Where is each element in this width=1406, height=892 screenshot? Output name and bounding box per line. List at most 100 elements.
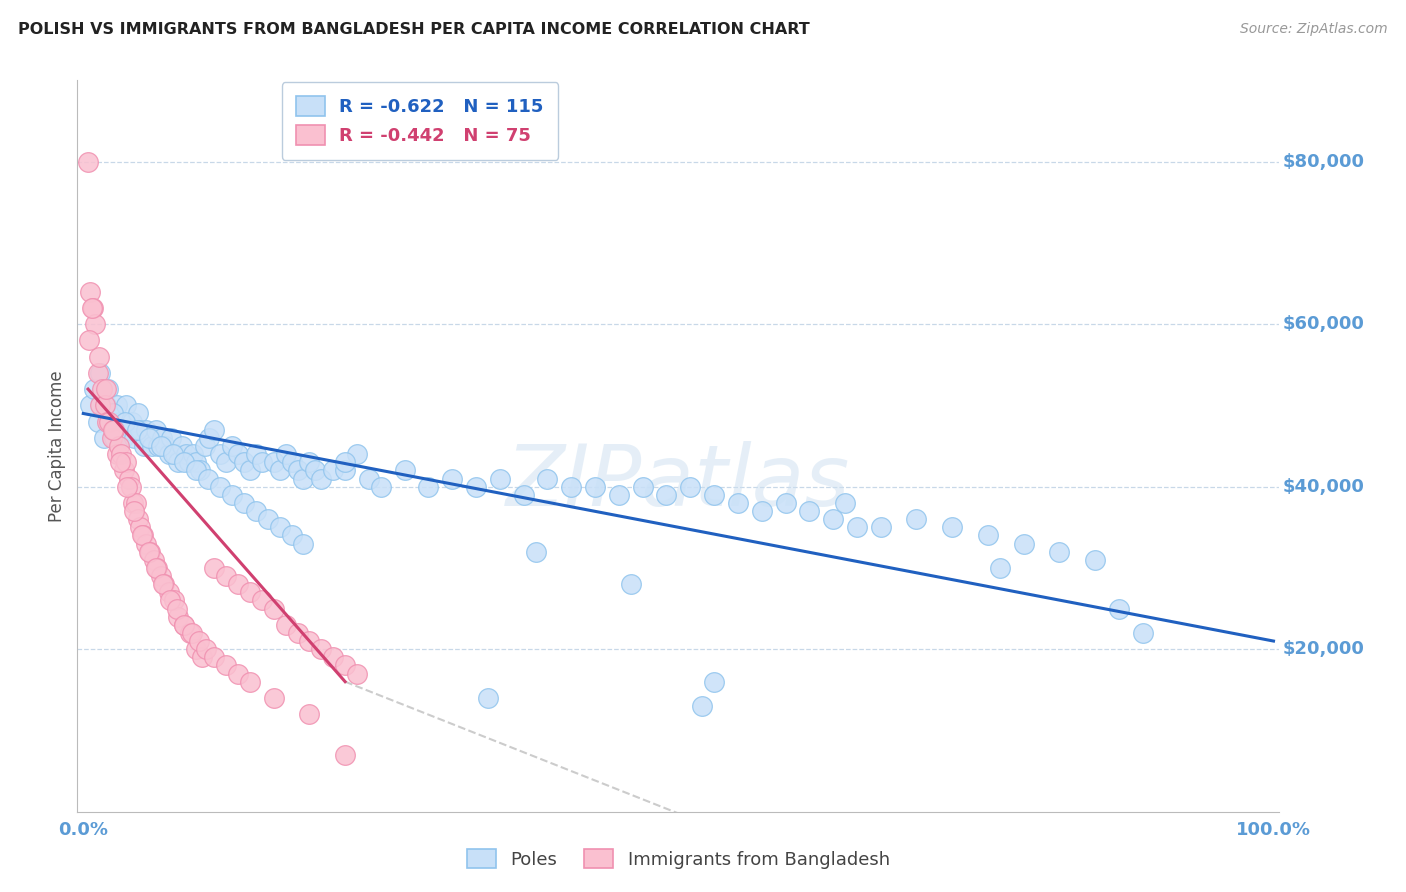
Point (905, 512, 928, 526)
Point (221, 488, 243, 502)
Point (269, 463, 291, 477)
Point (145, 423, 167, 437)
Point (77, 334, 100, 348)
Point (988, 561, 1011, 575)
Point (524, 544, 547, 558)
Point (245, 504, 267, 518)
Point (1047, 544, 1070, 558)
Point (287, 626, 309, 640)
Point (124, 431, 146, 445)
Point (124, 496, 146, 510)
Point (163, 593, 186, 607)
Point (477, 690, 499, 705)
Point (122, 496, 145, 510)
Point (86, 415, 108, 429)
Point (179, 455, 201, 469)
Point (98, 415, 121, 429)
Point (298, 634, 321, 648)
Point (489, 471, 512, 485)
Point (167, 455, 190, 469)
Point (823, 512, 845, 526)
Point (101, 423, 124, 437)
Point (132, 439, 155, 453)
Point (536, 471, 558, 485)
Point (357, 471, 380, 485)
Point (845, 520, 868, 534)
Point (163, 447, 186, 461)
Point (157, 585, 180, 599)
Point (215, 455, 238, 469)
Text: $80,000: $80,000 (1284, 153, 1365, 170)
Point (311, 471, 333, 485)
Point (112, 463, 135, 477)
Point (96, 415, 118, 429)
Point (280, 528, 302, 542)
Point (101, 407, 124, 421)
Point (194, 439, 217, 453)
Point (1132, 626, 1154, 640)
Point (173, 617, 195, 632)
Point (148, 439, 170, 453)
Point (221, 439, 243, 453)
Point (256, 512, 278, 526)
Point (186, 642, 208, 657)
Point (86, 366, 108, 380)
Point (89, 366, 111, 380)
Point (512, 488, 534, 502)
Point (631, 480, 654, 494)
Point (346, 666, 368, 681)
Point (250, 593, 273, 607)
Point (108, 455, 131, 469)
Point (94, 398, 117, 412)
Point (103, 423, 125, 437)
Point (127, 512, 149, 526)
Point (83, 382, 105, 396)
Point (101, 415, 124, 429)
Text: Source: ZipAtlas.com: Source: ZipAtlas.com (1240, 22, 1388, 37)
Point (150, 431, 173, 445)
Point (233, 496, 256, 510)
Point (226, 447, 249, 461)
Point (202, 561, 225, 575)
Point (160, 431, 183, 445)
Point (124, 504, 146, 518)
Point (197, 471, 219, 485)
Point (114, 415, 136, 429)
Point (170, 439, 193, 453)
Text: ZIPatlas: ZIPatlas (506, 441, 851, 524)
Text: $40,000: $40,000 (1284, 477, 1365, 496)
Point (209, 480, 232, 494)
Point (280, 455, 302, 469)
Point (108, 439, 131, 453)
Point (263, 690, 285, 705)
Point (304, 463, 326, 477)
Y-axis label: Per Capita Income: Per Capita Income (48, 370, 66, 522)
Point (679, 480, 702, 494)
Point (139, 544, 162, 558)
Point (690, 699, 713, 714)
Point (117, 480, 139, 494)
Point (583, 480, 606, 494)
Point (105, 447, 128, 461)
Point (82, 301, 104, 315)
Point (394, 463, 416, 477)
Point (187, 634, 209, 648)
Point (333, 658, 356, 673)
Point (727, 496, 749, 510)
Point (105, 398, 128, 412)
Point (101, 431, 124, 445)
Point (135, 423, 157, 437)
Point (121, 415, 143, 429)
Point (191, 650, 214, 665)
Point (655, 488, 678, 502)
Point (1108, 601, 1130, 615)
Point (250, 455, 273, 469)
Point (869, 520, 891, 534)
Point (209, 447, 232, 461)
Point (125, 423, 148, 437)
Point (226, 577, 249, 591)
Point (607, 488, 630, 502)
Point (145, 561, 167, 575)
Point (322, 463, 344, 477)
Point (120, 480, 142, 494)
